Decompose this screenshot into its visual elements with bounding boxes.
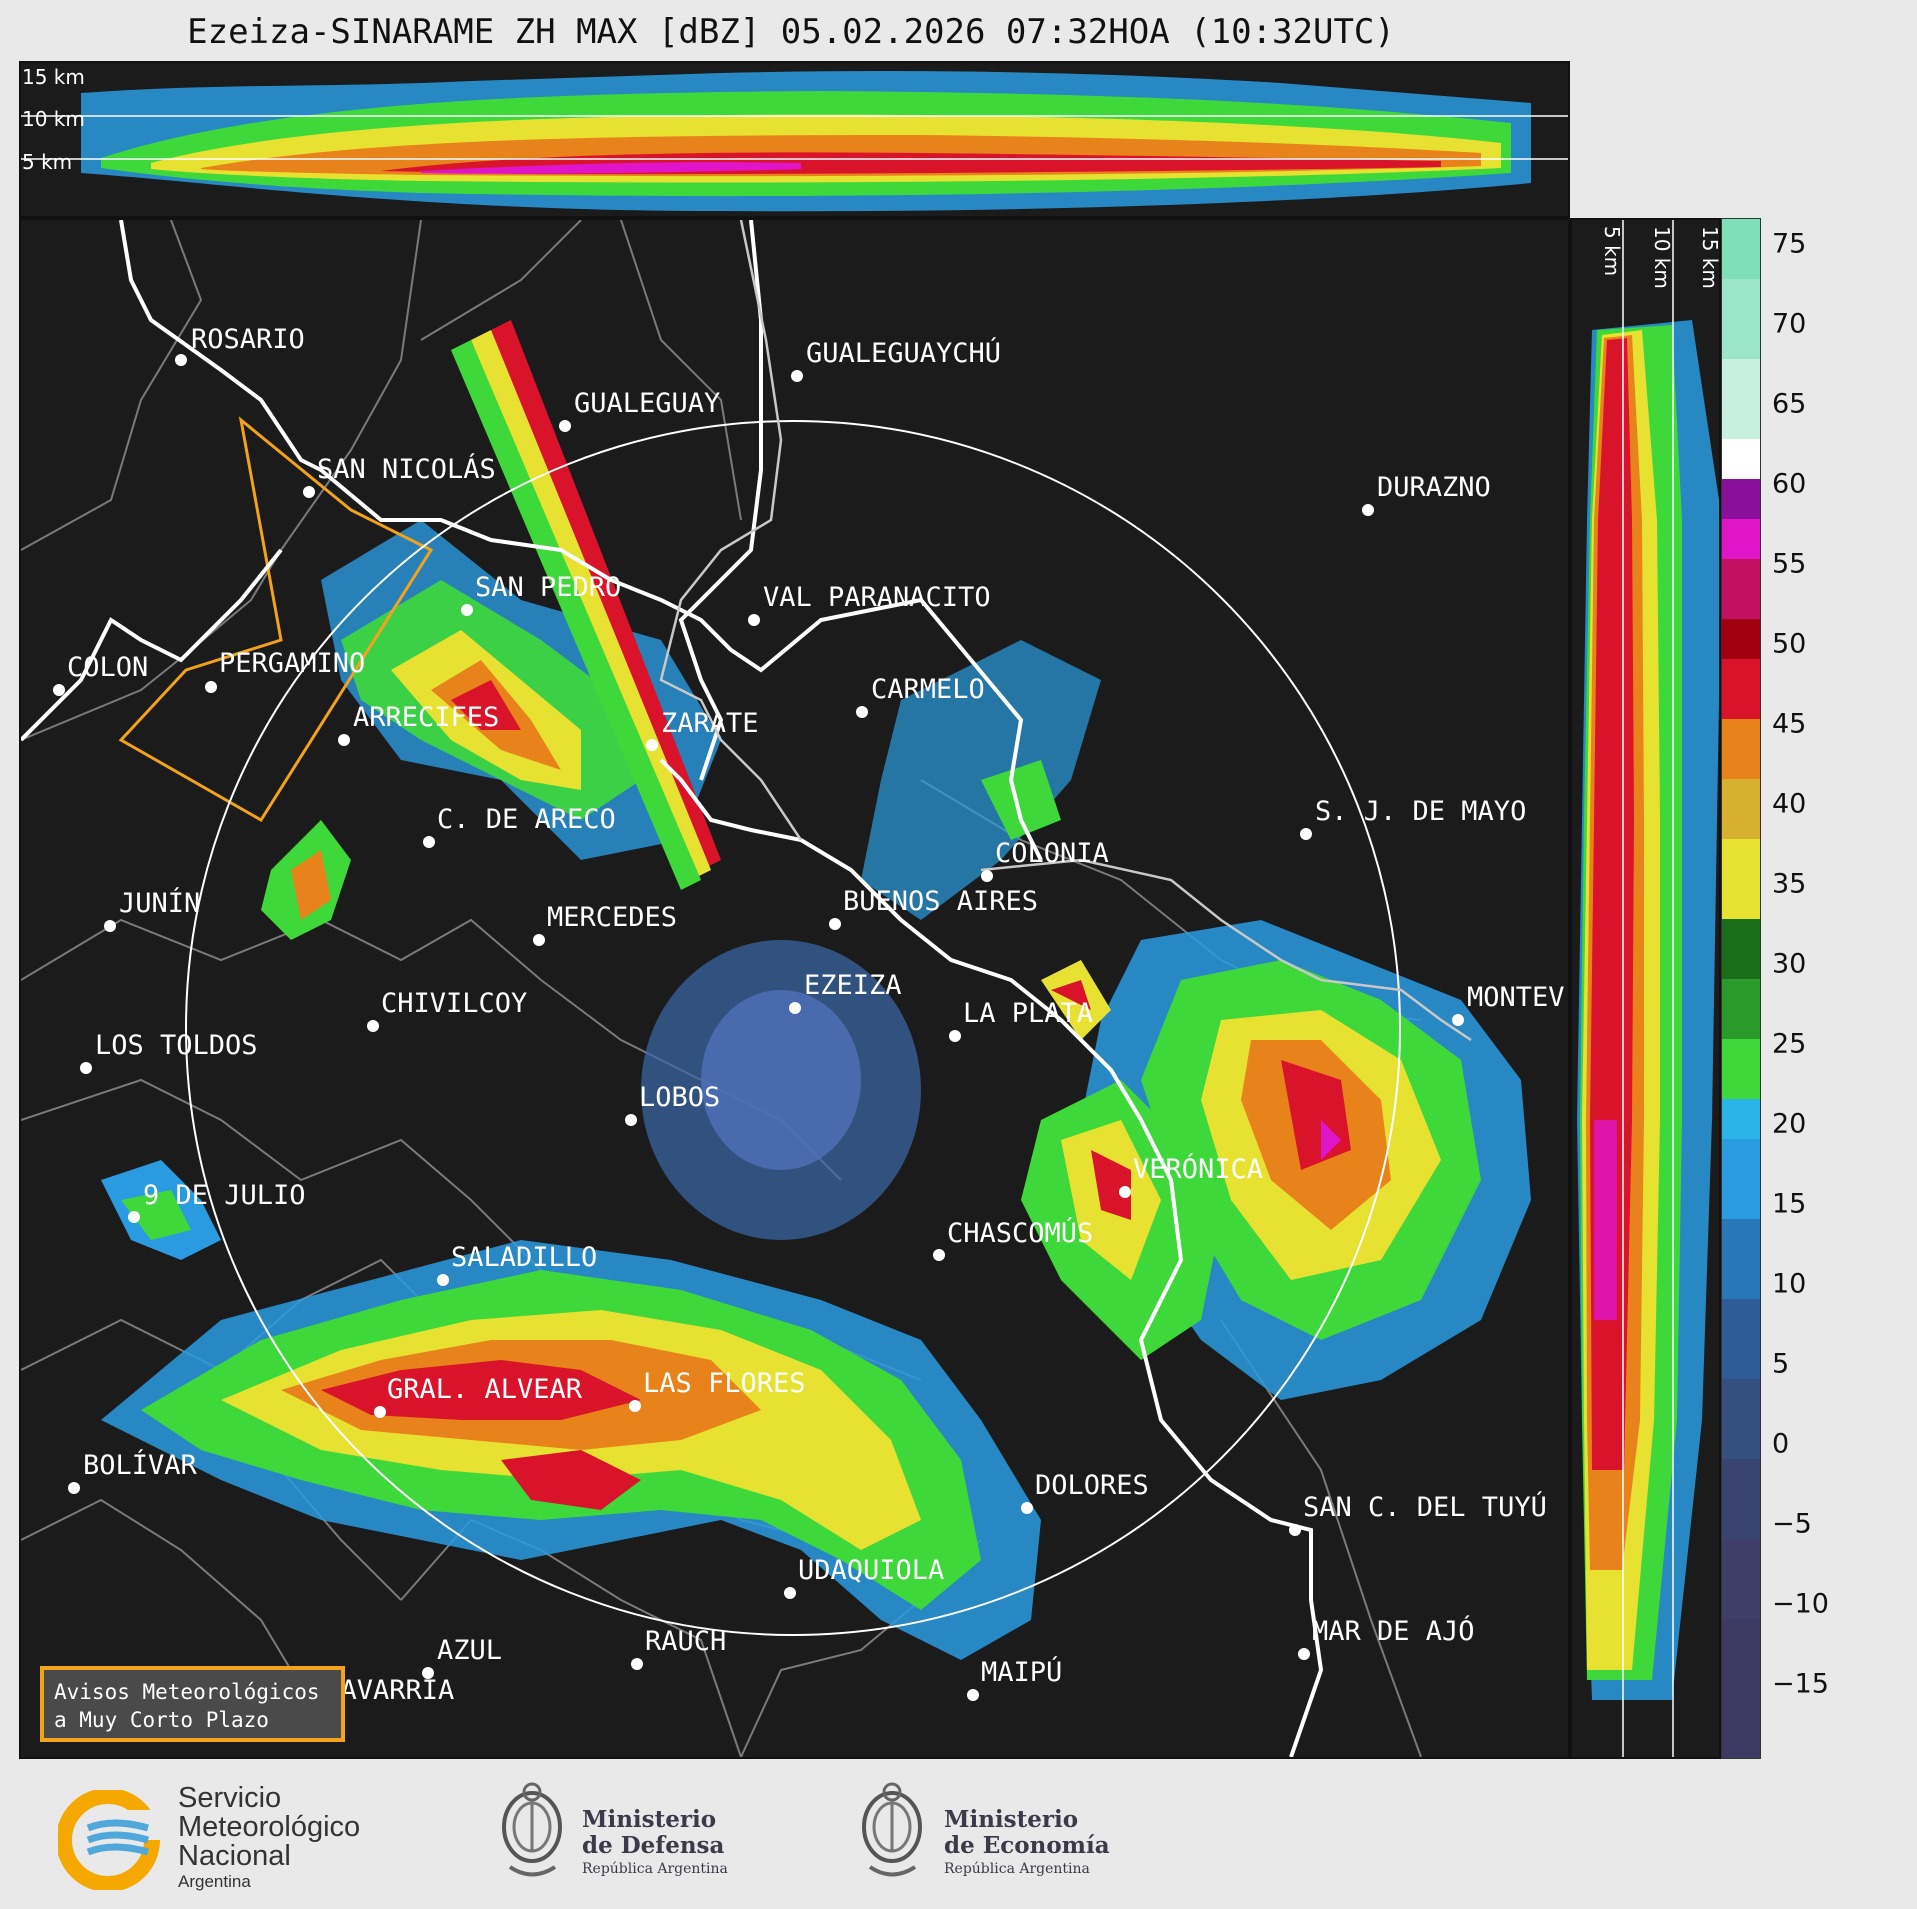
city-label: VERÓNICA <box>1133 1154 1264 1185</box>
colorbar-tick: 0 <box>1772 1428 1790 1460</box>
level-label: 5 km <box>22 150 73 174</box>
colorbar-tick: 60 <box>1772 468 1807 500</box>
city-label: EZEIZA <box>804 970 902 1001</box>
range-ring <box>185 420 1401 1636</box>
smn-logo-icon <box>58 1790 168 1890</box>
city-label: MONTEV <box>1467 982 1565 1013</box>
city-label: SAN NICOLÁS <box>317 454 496 485</box>
radar-map[interactable]: ROSARIO GUALEGUAYCHÚ GUALEGUAY SAN NICOL… <box>19 218 1570 1759</box>
city-label: LOBOS <box>639 1082 721 1113</box>
colorbar-tick: 35 <box>1772 868 1807 900</box>
colorbar-tick: 10 <box>1772 1268 1807 1300</box>
city-label: GRAL. ALVEAR <box>387 1374 583 1405</box>
city-label: ARRECIFES <box>353 702 500 733</box>
warning-legend: Avisos Meteorológicos a Muy Corto Plazo <box>40 1666 345 1742</box>
city-label: SALADILLO <box>451 1242 598 1273</box>
colorbar-tick: 65 <box>1772 388 1807 420</box>
colorbar-tick: 25 <box>1772 1028 1807 1060</box>
economia-seal-icon <box>855 1782 930 1892</box>
city-label: GUALEGUAYCHÚ <box>806 338 1002 369</box>
city-label: SAN C. DEL TUYÚ <box>1303 1492 1547 1523</box>
city-label: LOS TOLDOS <box>95 1030 258 1061</box>
city-label: C. DE ARECO <box>437 804 616 835</box>
colorbar-tick: 75 <box>1772 228 1807 260</box>
defensa-text: Ministerio de Defensa República Argentin… <box>582 1806 728 1878</box>
city-labels: ROSARIO GUALEGUAYCHÚ GUALEGUAY SAN NICOL… <box>21 220 1568 1757</box>
city-label: MERCEDES <box>547 902 678 933</box>
footer: Servicio Meteorológico Nacional Argentin… <box>0 1762 1917 1909</box>
colorbar-tick: 20 <box>1772 1108 1807 1140</box>
colorbar-tick: 45 <box>1772 708 1807 740</box>
city-label: UDAQUIOLA <box>798 1555 945 1586</box>
coastline <box>21 220 1324 1757</box>
colorbar-tick: 70 <box>1772 308 1807 340</box>
side-cross-section: 5 km 10 km 15 km <box>1570 218 1721 1759</box>
smn-text: Servicio Meteorológico Nacional Argentin… <box>178 1782 361 1892</box>
colorbar-tick: −10 <box>1772 1588 1829 1620</box>
level-label: 5 km <box>1600 226 1624 277</box>
colorbar <box>1721 218 1761 1759</box>
colorbar-tick: 5 <box>1772 1348 1790 1380</box>
warning-line-2: a Muy Corto Plazo <box>54 1708 269 1732</box>
colorbar-tick: 15 <box>1772 1188 1807 1220</box>
defensa-seal-icon <box>495 1782 570 1892</box>
level-label: 10 km <box>1650 226 1674 289</box>
colorbar-tick: −5 <box>1772 1508 1812 1540</box>
city-label: RAUCH <box>645 1626 727 1657</box>
city-label: ROSARIO <box>191 324 305 355</box>
warning-line-1: Avisos Meteorológicos <box>54 1680 320 1704</box>
smn-logo <box>58 1790 168 1890</box>
top-cross-section: 15 km 10 km 5 km <box>19 61 1570 218</box>
city-label: CARMELO <box>871 674 985 705</box>
colorbar-tick: 40 <box>1772 788 1807 820</box>
economia-text: Ministerio de Economía República Argenti… <box>944 1806 1110 1878</box>
level-label: 15 km <box>1698 226 1721 289</box>
colorbar-tick: 30 <box>1772 948 1807 980</box>
city-label: CHIVILCOY <box>381 988 528 1019</box>
city-label: BOLÍVAR <box>83 1450 197 1481</box>
city-label: BUENOS AIRES <box>843 886 1039 917</box>
city-label: MAIPÚ <box>981 1657 1063 1688</box>
city-label: CHASCOMÚS <box>947 1218 1094 1249</box>
colorbar-tick: 55 <box>1772 548 1807 580</box>
city-label: LAS FLORES <box>643 1368 806 1399</box>
city-label: ZARATE <box>661 708 759 739</box>
colorbar-tick: 50 <box>1772 628 1807 660</box>
city-label: VAL PARANACITO <box>763 582 991 613</box>
city-label: COLON <box>67 652 149 683</box>
city-label: GUALEGUAY <box>574 388 721 419</box>
chart-title: Ezeiza-SINARAME ZH MAX [dBZ] 05.02.2026 … <box>187 12 1395 52</box>
city-label: MAR DE AJÓ <box>1312 1616 1475 1647</box>
city-markers <box>53 354 1464 1719</box>
radar-echoes <box>101 320 1531 1660</box>
level-label: 15 km <box>22 65 85 89</box>
city-label: AZUL <box>437 1635 503 1666</box>
warning-polygon <box>118 416 434 823</box>
colorbar-tick: −15 <box>1772 1668 1829 1700</box>
city-label: SAN PEDRO <box>475 572 622 603</box>
city-label: JUNÍN <box>119 888 201 919</box>
city-label: DOLORES <box>1035 1470 1149 1501</box>
city-label: 9 DE JULIO <box>143 1180 306 1211</box>
city-label: PERGAMINO <box>219 648 366 679</box>
level-label: 10 km <box>22 107 85 131</box>
city-label: LA PLATA <box>963 998 1094 1029</box>
city-label: DURAZNO <box>1377 472 1491 503</box>
city-label: S. J. DE MAYO <box>1315 796 1527 827</box>
city-label: COLONIA <box>995 838 1109 869</box>
